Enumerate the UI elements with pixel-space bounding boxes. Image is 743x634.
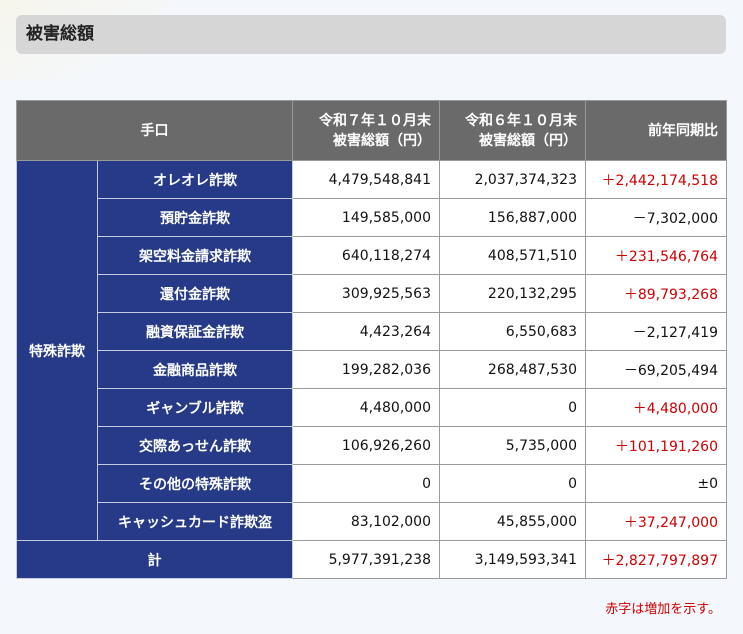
- year-over-year: ＋101,191,260: [585, 426, 727, 465]
- data-row: 預貯金詐欺 149,585,000 156,887,000 －7,302,000: [17, 198, 727, 237]
- note: 赤字は増加を示す。: [605, 602, 721, 617]
- row-label: 還付金詐欺: [97, 274, 293, 313]
- data-row: 金融商品詐欺 199,282,036 268,487,530 －69,205,494: [17, 350, 727, 389]
- current-amount: 199,282,036: [292, 350, 440, 389]
- current-amount: 309,925,563: [292, 274, 440, 313]
- current-amount: 640,118,274: [292, 236, 440, 275]
- previous-amount: 220,132,295: [439, 274, 586, 313]
- data-row: 融資保証金詐欺 4,423,264 6,550,683 －2,127,419: [17, 312, 727, 351]
- previous-amount: 408,571,510: [439, 236, 586, 275]
- header-line: 手口: [140, 122, 169, 139]
- data-row: キャッシュカード詐欺盗 83,102,000 45,855,000 ＋37,247,0…: [17, 502, 727, 541]
- header-line: 令和６年１０月末: [465, 112, 577, 129]
- header-line: 令和７年１０月末: [319, 112, 431, 129]
- year-over-year: －2,127,419: [585, 312, 727, 351]
- current-amount: 4,480,000: [292, 388, 440, 427]
- row-label: ギャンブル詐欺: [97, 388, 293, 427]
- header-line: 被害総額（円）: [333, 132, 431, 149]
- year-over-year: ＋4,480,000: [585, 388, 727, 427]
- data-row: 還付金詐欺 309,925,563 220,132,295 ＋89,793,268: [17, 274, 727, 313]
- data-row: その他の特殊詐欺 0 0 ±0: [17, 464, 727, 503]
- previous-amount: 3,149,593,341: [439, 540, 586, 579]
- previous-amount: 156,887,000: [439, 198, 586, 237]
- group-label: 特殊詐欺: [16, 160, 98, 541]
- previous-amount: 6,550,683: [439, 312, 586, 351]
- year-over-year: －7,302,000: [585, 198, 727, 237]
- previous-amount: 45,855,000: [439, 502, 586, 541]
- header-row: 手口 令和７年１０月末 被害総額（円） 令和６年１０月末 被害総額（円） 前年同期比: [16, 100, 727, 161]
- total-label: 計: [16, 540, 293, 579]
- current-amount: 4,479,548,841: [292, 160, 440, 199]
- row-label: 架空料金請求詐欺: [97, 236, 293, 275]
- row-label: 交際あっせん詐欺: [97, 426, 293, 465]
- header-line: 被害総額（円）: [479, 132, 577, 149]
- row-label: その他の特殊詐欺: [97, 464, 293, 503]
- year-over-year: －69,205,494: [585, 350, 727, 389]
- previous-amount: 5,735,000: [439, 426, 586, 465]
- year-over-year: ＋2,827,797,897: [585, 540, 727, 579]
- section-title: 被害総額: [16, 15, 726, 54]
- data-row: 架空料金請求詐欺 640,118,274 408,571,510 ＋231,546,7…: [17, 236, 727, 275]
- current-amount: 149,585,000: [292, 198, 440, 237]
- column-header: 令和６年１０月末被害総額（円）: [439, 100, 586, 161]
- total-row: 計 5,977,391,238 3,149,593,341 ＋2,827,797,89…: [16, 540, 727, 579]
- previous-amount: 0: [439, 464, 586, 503]
- header-line: 前年同期比: [648, 122, 718, 139]
- data-row: 特殊詐欺 オレオレ詐欺 4,479,548,841 2,037,374,323 ＋2,4…: [16, 160, 727, 541]
- year-over-year: ±0: [585, 464, 727, 503]
- row-label: 預貯金詐欺: [97, 198, 293, 237]
- current-amount: 5,977,391,238: [292, 540, 440, 579]
- current-amount: 0: [292, 464, 440, 503]
- row-label: オレオレ詐欺: [97, 160, 293, 199]
- row-label: キャッシュカード詐欺盗: [97, 502, 293, 541]
- previous-amount: 2,037,374,323: [439, 160, 586, 199]
- row-label: 融資保証金詐欺: [97, 312, 293, 351]
- year-over-year: ＋2,442,174,518: [585, 160, 727, 199]
- column-header: 令和７年１０月末被害総額（円）: [292, 100, 440, 161]
- current-amount: 106,926,260: [292, 426, 440, 465]
- previous-amount: 0: [439, 388, 586, 427]
- year-over-year: ＋231,546,764: [585, 236, 727, 275]
- year-over-year: ＋37,247,000: [585, 502, 727, 541]
- damage-table: 手口 令和７年１０月末 被害総額（円） 令和６年１０月末 被害総額（円） 前年同期比 特殊詐…: [16, 100, 727, 579]
- data-row: ギャンブル詐欺 4,480,000 0 ＋4,480,000: [17, 388, 727, 427]
- data-row: 交際あっせん詐欺 106,926,260 5,735,000 ＋101,191,260: [17, 426, 727, 465]
- previous-amount: 268,487,530: [439, 350, 586, 389]
- column-header: 前年同期比: [585, 100, 727, 161]
- column-header: 手口: [16, 100, 293, 161]
- year-over-year: ＋89,793,268: [585, 274, 727, 313]
- row-label: 金融商品詐欺: [97, 350, 293, 389]
- current-amount: 4,423,264: [292, 312, 440, 351]
- current-amount: 83,102,000: [292, 502, 440, 541]
